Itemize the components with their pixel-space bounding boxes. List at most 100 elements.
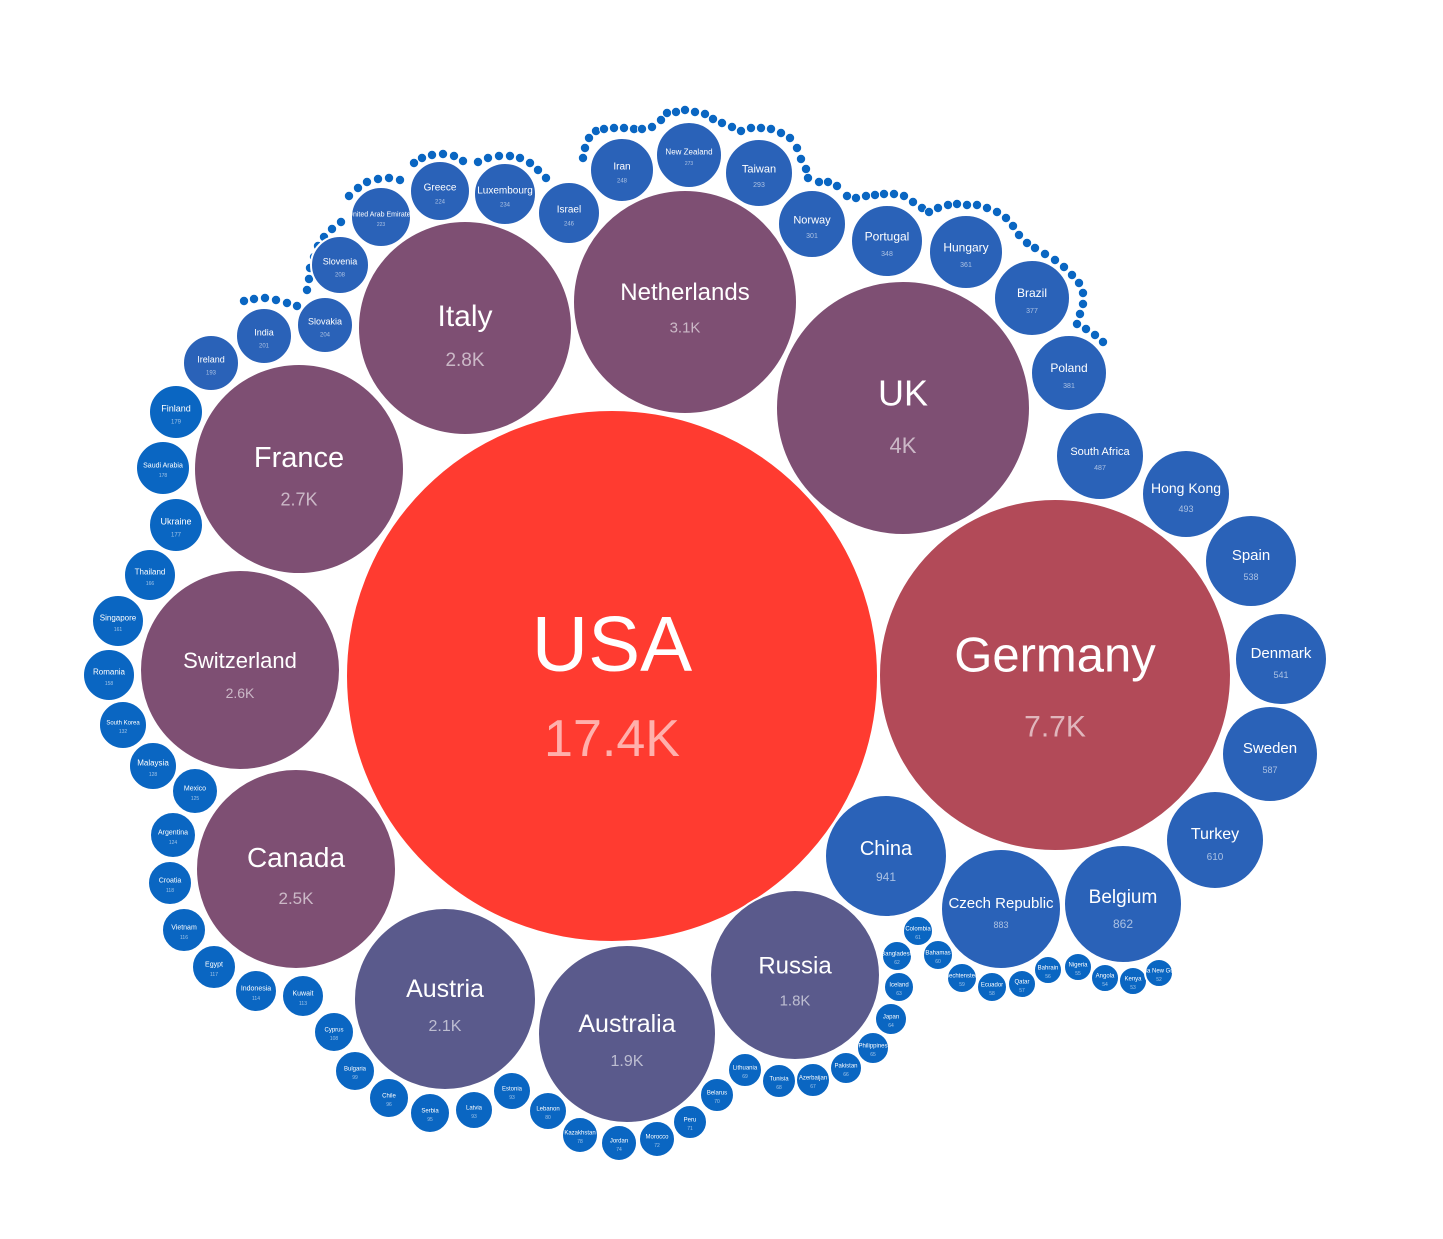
- tiny-bubble[interactable]: [814, 176, 825, 187]
- tiny-bubble[interactable]: [1050, 254, 1061, 265]
- bubble-circle[interactable]: [454, 1090, 494, 1130]
- tiny-bubble[interactable]: [619, 123, 630, 134]
- bubble-circle[interactable]: [874, 1002, 908, 1036]
- bubble-switzerland[interactable]: Switzerland 2.6K: [139, 569, 341, 771]
- bubble-circle[interactable]: [1144, 958, 1174, 988]
- tiny-bubble[interactable]: [270, 294, 281, 305]
- bubble-russia[interactable]: Russia 1.8K: [709, 889, 881, 1061]
- bubble-circle[interactable]: [1033, 955, 1063, 985]
- bubble-luxembourg[interactable]: Luxembourg 234: [473, 162, 537, 226]
- bubble-china[interactable]: China 941: [824, 794, 948, 918]
- tiny-bubble[interactable]: [1098, 336, 1109, 347]
- bubble-circle[interactable]: [883, 971, 915, 1003]
- bubble-turkey[interactable]: Turkey 610: [1165, 790, 1265, 890]
- bubble-india[interactable]: India 201: [235, 307, 293, 365]
- tiny-bubble[interactable]: [437, 148, 448, 159]
- bubble-latvia[interactable]: Latvia 93: [454, 1090, 494, 1130]
- bubble-circle[interactable]: [1063, 952, 1093, 982]
- bubble-cyprus[interactable]: Cyprus 108: [313, 1011, 355, 1053]
- bubble-circle[interactable]: [149, 811, 197, 859]
- bubble-circle[interactable]: [191, 944, 237, 990]
- tiny-bubble[interactable]: [972, 199, 983, 210]
- bubble-circle[interactable]: [829, 1051, 863, 1085]
- tiny-bubble[interactable]: [662, 108, 673, 119]
- bubble-pakistan[interactable]: Pakistan 66: [829, 1051, 863, 1085]
- bubble-circle[interactable]: [296, 296, 354, 354]
- bubble-angola[interactable]: Angola 54: [1090, 963, 1120, 993]
- tiny-bubble[interactable]: [1040, 248, 1051, 259]
- tiny-bubble[interactable]: [756, 123, 767, 134]
- bubble-circle[interactable]: [699, 1077, 735, 1113]
- bubble-circle[interactable]: [709, 889, 881, 1061]
- tiny-bubble[interactable]: [746, 123, 757, 134]
- bubble-usa[interactable]: USA 17.4K: [345, 409, 879, 943]
- tiny-bubble[interactable]: [708, 114, 719, 125]
- bubble-circle[interactable]: [775, 280, 1031, 536]
- bubble-kuwait[interactable]: Kuwait 113: [281, 974, 325, 1018]
- tiny-bubble[interactable]: [1014, 229, 1025, 240]
- bubble-circle[interactable]: [350, 186, 412, 248]
- tiny-bubble[interactable]: [766, 124, 777, 135]
- bubble-egypt[interactable]: Egypt 117: [191, 944, 237, 990]
- bubble-circle[interactable]: [561, 1116, 599, 1154]
- tiny-bubble[interactable]: [609, 123, 620, 134]
- bubble-south-korea[interactable]: South Korea 132: [98, 700, 148, 750]
- bubble-hungary[interactable]: Hungary 361: [928, 214, 1004, 290]
- tiny-bubble[interactable]: [335, 216, 346, 227]
- tiny-bubble[interactable]: [259, 292, 270, 303]
- tiny-bubble[interactable]: [291, 300, 302, 311]
- bubble-circle[interactable]: [1234, 612, 1328, 706]
- tiny-bubble[interactable]: [372, 173, 383, 184]
- bubble-circle[interactable]: [946, 962, 978, 994]
- bubble-colombia[interactable]: Colombia 61: [902, 915, 934, 947]
- bubble-sweden[interactable]: Sweden 587: [1221, 705, 1319, 803]
- bubble-circle[interactable]: [281, 974, 325, 1018]
- bubble-greece[interactable]: Greece 224: [409, 160, 471, 222]
- tiny-bubble[interactable]: [1078, 298, 1089, 309]
- tiny-bubble[interactable]: [908, 196, 919, 207]
- bubble-circle[interactable]: [795, 1062, 831, 1098]
- bubble-circle[interactable]: [193, 363, 405, 575]
- bubble-circle[interactable]: [1165, 790, 1265, 890]
- bubble-circle[interactable]: [409, 1092, 451, 1134]
- bubble-circle[interactable]: [1063, 844, 1183, 964]
- tiny-bubble[interactable]: [823, 176, 834, 187]
- bubble-canada[interactable]: Canada 2.5K: [195, 768, 397, 970]
- bubble-singapore[interactable]: Singapore 161: [91, 594, 145, 648]
- bubble-germany[interactable]: Germany 7.7K: [878, 498, 1232, 852]
- tiny-bubble[interactable]: [962, 199, 973, 210]
- bubble-circle[interactable]: [353, 907, 537, 1091]
- bubble-circle[interactable]: [148, 497, 204, 553]
- bubble-chile[interactable]: Chile 96: [368, 1077, 410, 1119]
- bubble-liechtenstein[interactable]: Liechtenstein 59: [944, 962, 979, 994]
- tiny-bubble[interactable]: [870, 189, 881, 200]
- bubble-peru[interactable]: Peru 71: [672, 1104, 708, 1140]
- bubble-circle[interactable]: [1204, 514, 1298, 608]
- tiny-bubble[interactable]: [680, 105, 691, 116]
- tiny-bubble[interactable]: [832, 180, 843, 191]
- tiny-bubble[interactable]: [383, 172, 394, 183]
- tiny-bubble[interactable]: [1078, 287, 1089, 298]
- bubble-circle[interactable]: [148, 384, 204, 440]
- bubble-brazil[interactable]: Brazil 377: [993, 259, 1071, 337]
- bubble-qatar[interactable]: Qatar 57: [1007, 969, 1037, 999]
- bubble-estonia[interactable]: Estonia 93: [492, 1071, 532, 1111]
- bubble-circle[interactable]: [1141, 449, 1231, 539]
- tiny-bubble[interactable]: [690, 107, 701, 118]
- tiny-bubble[interactable]: [861, 190, 872, 201]
- bubble-lithuania[interactable]: Lithuania 69: [727, 1052, 763, 1088]
- tiny-bubble[interactable]: [248, 293, 259, 304]
- bubble-argentina[interactable]: Argentina 124: [149, 811, 197, 859]
- bubble-ukraine[interactable]: Ukraine 177: [148, 497, 204, 553]
- tiny-bubble[interactable]: [416, 152, 427, 163]
- bubble-circle[interactable]: [334, 1050, 376, 1092]
- bubble-iceland[interactable]: Iceland 63: [883, 971, 915, 1003]
- bubble-circle[interactable]: [600, 1124, 638, 1162]
- tiny-bubble[interactable]: [1067, 269, 1078, 280]
- bubble-circle[interactable]: [98, 700, 148, 750]
- bubble-slovenia[interactable]: Slovenia 208: [310, 235, 370, 295]
- bubble-circle[interactable]: [572, 189, 798, 415]
- bubble-new-zealand[interactable]: New Zealand 273: [655, 121, 723, 189]
- bubble-uk[interactable]: UK 4K: [775, 280, 1031, 536]
- tiny-bubble[interactable]: [1001, 212, 1012, 223]
